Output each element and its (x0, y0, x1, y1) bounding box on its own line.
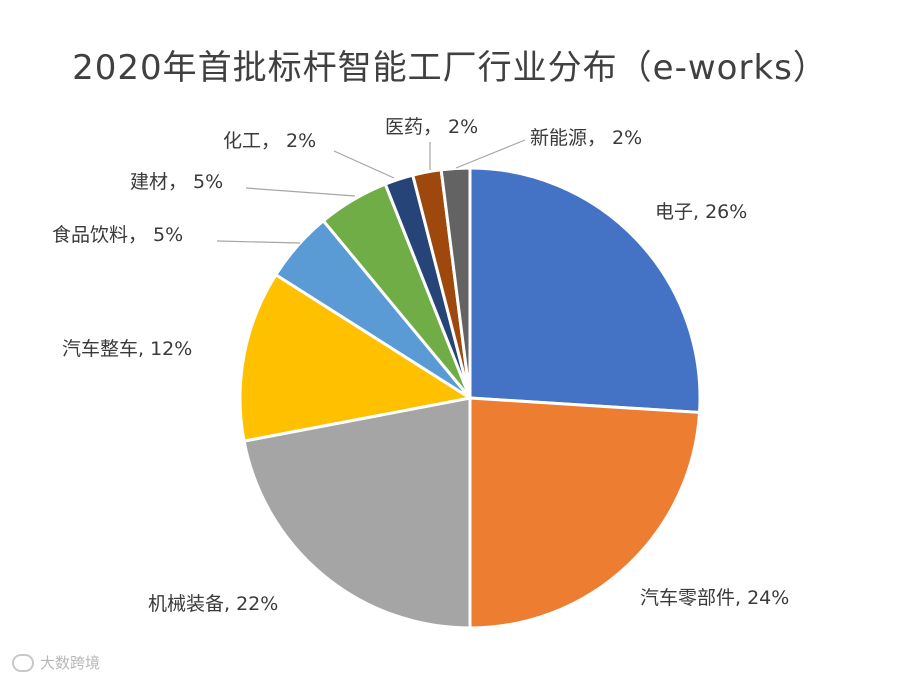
watermark-text: 大数跨境 (40, 654, 101, 672)
pie-slice-9 (439, 166, 472, 400)
leader-line-9 (455, 139, 526, 169)
slice-label-7: 化工， 2% (223, 130, 316, 152)
watermark-logo-icon (12, 653, 34, 672)
slice-labels: 电子, 26% 汽车零部件, 24% 机械装备, 22% 汽车整车, 12% 食品饮料，… (52, 116, 789, 615)
pie-slice-4 (238, 273, 472, 443)
pie-slices (238, 166, 702, 630)
leader-line-5 (216, 240, 301, 244)
pie-slice-2 (468, 396, 702, 630)
leader-line-7 (333, 150, 395, 179)
leader-lines (216, 139, 526, 244)
slice-label-1: 电子, 26% (655, 201, 747, 223)
slice-label-3: 机械装备, 22% (148, 593, 278, 615)
slice-label-4: 汽车整车, 12% (62, 338, 192, 360)
chart-title: 2020年首批标杆智能工厂行业分布（e-works） (72, 48, 828, 88)
pie-slice-1 (468, 166, 702, 414)
watermark: 大数跨境 (12, 652, 100, 673)
slice-label-2: 汽车零部件, 24% (640, 587, 789, 609)
leader-line-6 (245, 187, 356, 197)
slice-label-5: 食品饮料， 5% (52, 224, 183, 246)
slice-label-8: 医药， 2% (385, 116, 478, 138)
pie-slice-3 (242, 396, 472, 630)
slice-label-9: 新能源， 2% (530, 127, 642, 149)
slice-label-6: 建材， 5% (130, 171, 223, 193)
